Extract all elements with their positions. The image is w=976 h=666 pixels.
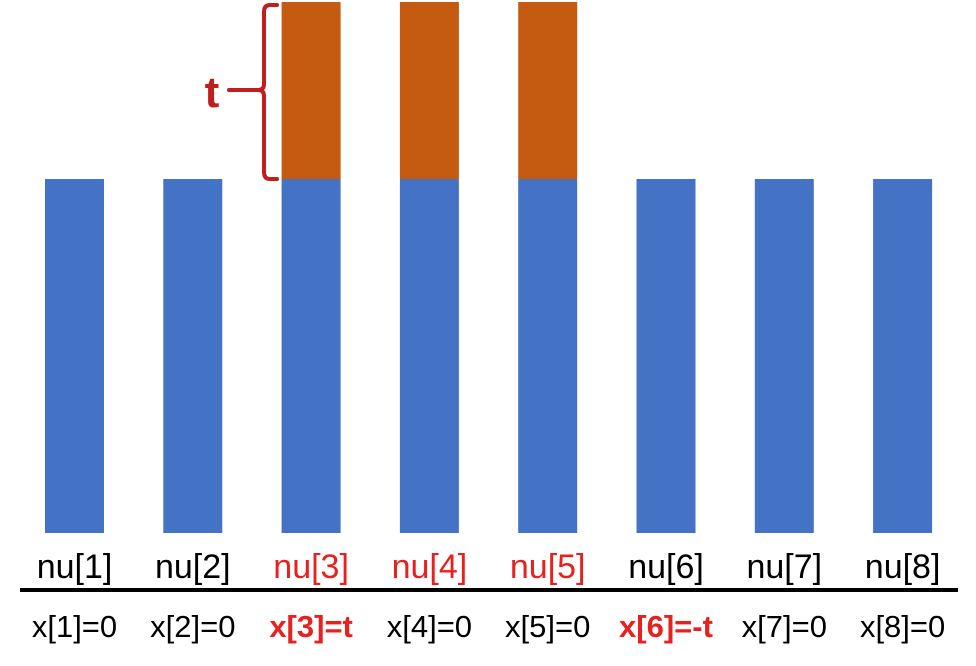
x-label: x[2]=0 — [150, 609, 235, 644]
x-label: x[3]=t — [269, 609, 353, 644]
raised-bar-segment — [399, 2, 459, 179]
nu-label: nu[3] — [273, 548, 349, 586]
raised-bar-segment — [518, 2, 578, 179]
base-bar — [281, 179, 341, 533]
nu-label: nu[8] — [865, 548, 941, 586]
base-bar — [636, 179, 696, 533]
nu-label: nu[7] — [746, 548, 822, 586]
nu-labels-row: nu[1] nu[2] nu[3] nu[4] nu[5] nu[6] nu[7] nu[8] — [37, 548, 941, 586]
t-bracket: t — [205, 3, 279, 181]
nu-label: nu[4] — [392, 548, 468, 586]
base-bar — [873, 179, 933, 533]
bracket-curve — [256, 3, 279, 181]
nu-label: nu[1] — [37, 548, 113, 586]
nu-label: nu[5] — [510, 548, 586, 586]
nu-label: nu[2] — [155, 548, 231, 586]
raised-bar-segment — [281, 2, 341, 179]
base-bar — [163, 179, 223, 533]
x-label: x[8]=0 — [860, 609, 945, 644]
base-bar — [518, 179, 578, 533]
x-label: x[4]=0 — [387, 609, 472, 644]
t-label: t — [205, 68, 220, 117]
base-bar — [45, 179, 104, 533]
bars-group — [45, 2, 933, 533]
x-labels-row: x[1]=0 x[2]=0 x[3]=t x[4]=0 x[5]=0 x[6]=-t x[7… — [32, 609, 945, 644]
x-label: x[1]=0 — [32, 609, 117, 644]
x-label: x[6]=-t — [619, 609, 713, 644]
nu-label: nu[6] — [628, 548, 704, 586]
x-label: x[7]=0 — [742, 609, 827, 644]
base-bar — [399, 179, 459, 533]
base-bar — [754, 179, 814, 533]
x-label: x[5]=0 — [505, 609, 590, 644]
